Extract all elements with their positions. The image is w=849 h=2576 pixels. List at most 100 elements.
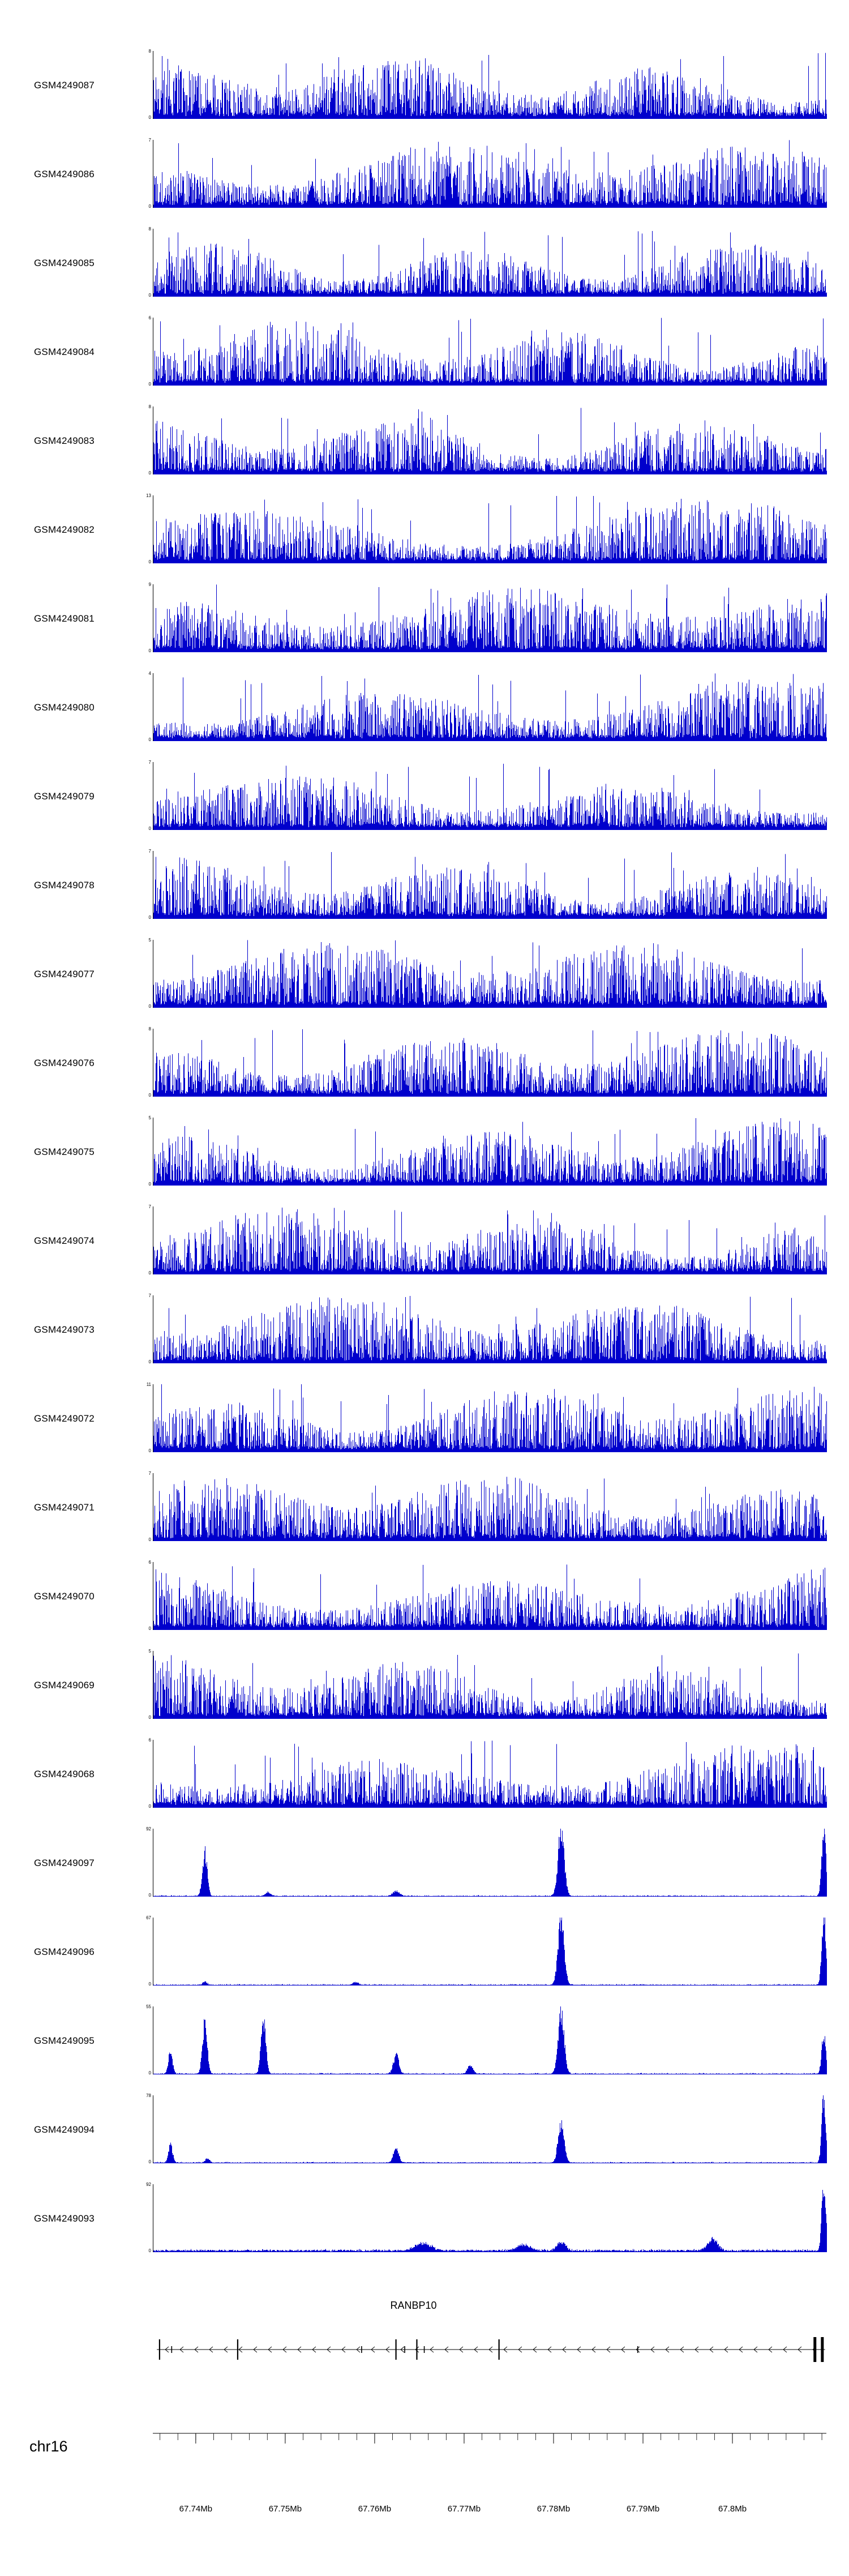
signal-svg <box>153 1653 827 1719</box>
strand-arrow-icon <box>238 2346 243 2353</box>
track-row: GSM4249095 55 0 <box>0 1996 849 2085</box>
strand-arrow-icon <box>518 2346 522 2353</box>
strand-arrow-icon <box>312 2346 316 2353</box>
yaxis-min-label: 0 <box>148 826 151 831</box>
signal-svg <box>153 673 827 741</box>
track-row: GSM4249094 78 0 <box>0 2085 849 2174</box>
yaxis-max-label: 6 <box>148 1560 151 1565</box>
strand-arrow-icon <box>577 2346 581 2353</box>
yaxis-min-label: 0 <box>148 559 151 564</box>
signal-plot: 92 0 <box>146 2183 827 2253</box>
track-label: GSM4249086 <box>34 168 95 179</box>
track-row: GSM4249072 11 0 <box>0 1374 849 1463</box>
yaxis-min-label: 0 <box>148 2248 151 2253</box>
yaxis-min-label: 0 <box>148 115 151 120</box>
yaxis-max-label: 7 <box>148 1293 151 1298</box>
yaxis-min-label: 0 <box>148 1804 151 1809</box>
track-label: GSM4249075 <box>34 1146 95 1157</box>
yaxis-min-label: 0 <box>148 1448 151 1453</box>
yaxis-max-label: 8 <box>148 1026 151 1032</box>
strand-arrow-icon <box>474 2346 478 2353</box>
yaxis-max-label: 5 <box>148 1649 151 1654</box>
yaxis-max-label: 8 <box>148 404 151 409</box>
signal-plot: 55 0 <box>146 2005 827 2076</box>
strand-arrow-icon <box>459 2346 464 2353</box>
strand-arrow-icon <box>282 2346 287 2353</box>
yaxis-min-label: 0 <box>148 1715 151 1720</box>
yaxis-max-label: 7 <box>148 1471 151 1476</box>
yaxis-min-label: 0 <box>148 1182 151 1187</box>
track-label: GSM4249076 <box>34 1057 95 1068</box>
track-row: GSM4249070 6 0 <box>0 1552 849 1641</box>
yaxis-min-label: 0 <box>148 915 151 920</box>
exon-mark <box>416 2339 418 2360</box>
exon-mark <box>423 2346 425 2353</box>
yaxis-max-label: 78 <box>146 2093 151 2098</box>
signal-plot: 92 0 <box>146 1827 827 1898</box>
yaxis-min-label: 0 <box>148 2159 151 2164</box>
track-label: GSM4249079 <box>34 790 95 802</box>
yaxis-max-label: 5 <box>148 938 151 943</box>
track-label: GSM4249074 <box>34 1235 95 1246</box>
strand-arrow-icon <box>724 2346 728 2353</box>
yaxis-min-label: 0 <box>148 648 151 653</box>
strand-arrow-icon <box>268 2346 272 2353</box>
signal-svg <box>153 940 827 1008</box>
strand-arrow-icon <box>488 2346 493 2353</box>
yaxis-max-label: 11 <box>146 1382 151 1387</box>
signal-svg <box>153 1384 827 1452</box>
tracks-container: GSM4249087 8 0 GSM4249086 7 0 GSM4249085 8 0 GSM4… <box>0 41 849 2263</box>
track-row: GSM4249078 7 0 <box>0 841 849 930</box>
signal-svg <box>153 140 827 208</box>
yaxis-max-label: 4 <box>148 671 151 676</box>
track-row: GSM4249071 7 0 <box>0 1463 849 1552</box>
track-label: GSM4249093 <box>34 2213 95 2224</box>
strand-arrow-icon <box>253 2346 258 2353</box>
ruler-tick-label: 67.8Mb <box>718 2504 747 2514</box>
strand-arrow-icon <box>753 2346 758 2353</box>
yaxis-max-label: 6 <box>148 1738 151 1743</box>
strand-arrow-icon <box>385 2346 390 2353</box>
yaxis-min-label: 0 <box>148 1537 151 1542</box>
yaxis-max-label: 7 <box>148 849 151 854</box>
yaxis-max-label: 9 <box>148 582 151 587</box>
track-label: GSM4249069 <box>34 1679 95 1691</box>
strand-arrow-icon <box>327 2346 331 2353</box>
yaxis-min-label: 0 <box>148 382 151 387</box>
yaxis-max-label: 13 <box>146 493 151 498</box>
yaxis-min-label: 0 <box>148 1270 151 1276</box>
yaxis-max-label: 55 <box>146 2004 151 2009</box>
track-label: GSM4249070 <box>34 1590 95 1602</box>
strand-arrow-icon <box>768 2346 773 2353</box>
track-row: GSM4249083 8 0 <box>0 396 849 485</box>
track-label: GSM4249087 <box>34 79 95 91</box>
signal-svg <box>153 1118 827 1186</box>
yaxis-min-label: 0 <box>148 1359 151 1364</box>
track-label: GSM4249095 <box>34 2035 95 2046</box>
strand-arrow-icon <box>680 2346 684 2353</box>
signal-svg <box>153 1477 827 1541</box>
strand-arrow-icon <box>371 2346 375 2353</box>
track-row: GSM4249074 7 0 <box>0 1196 849 1285</box>
strand-arrow-icon <box>547 2346 552 2353</box>
exon-mark <box>171 2346 173 2353</box>
track-label: GSM4249084 <box>34 346 95 357</box>
exon-mark <box>498 2339 500 2360</box>
exon-mark <box>637 2346 638 2353</box>
strand-arrow-icon <box>356 2346 361 2353</box>
strand-arrow-icon <box>739 2346 743 2353</box>
track-label: GSM4249078 <box>34 879 95 891</box>
track-row: GSM4249097 92 0 <box>0 1818 849 1907</box>
signal-plot: 11 0 <box>147 1383 827 1453</box>
track-row: GSM4249082 13 0 <box>0 485 849 574</box>
yaxis-min-label: 0 <box>148 204 151 209</box>
